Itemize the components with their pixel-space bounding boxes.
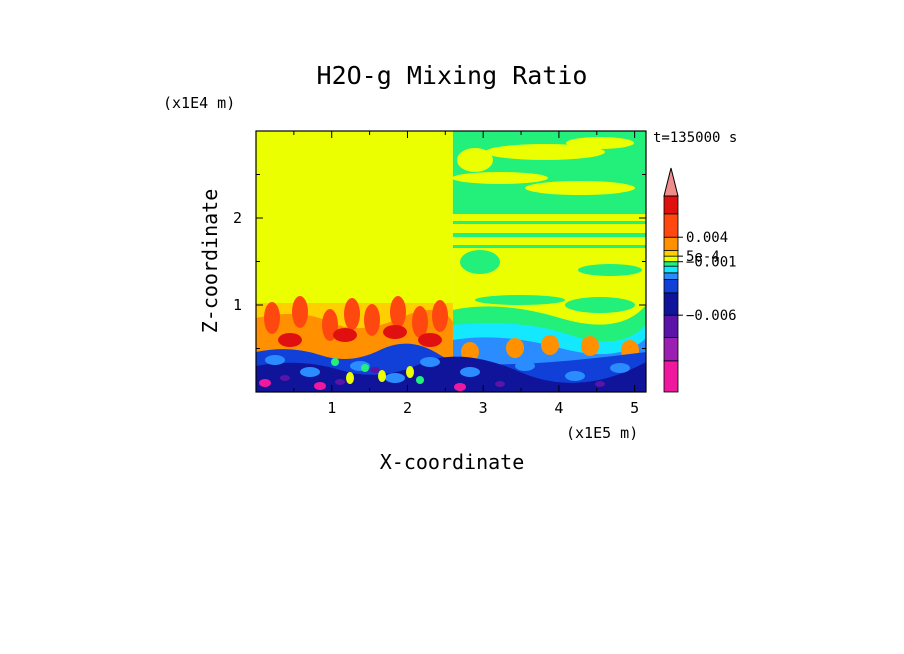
time-label: t=135000 s — [653, 130, 737, 146]
field-plume — [461, 342, 479, 362]
field-band — [452, 210, 646, 214]
field-eddy — [346, 372, 354, 384]
colorbar-label: 0.004 — [686, 230, 728, 246]
field-bottom-navy — [256, 356, 646, 392]
colorbar-segment — [663, 279, 679, 294]
field-eddy — [610, 363, 630, 373]
field-eddy — [385, 373, 405, 383]
colorbar-segment — [663, 360, 679, 393]
field-band — [452, 221, 646, 224]
y-unit-label: (x1E4 m) — [163, 94, 235, 112]
field-eddy — [595, 381, 605, 387]
x-tick-label: 4 — [554, 399, 563, 417]
colorbar-label: −0.006 — [686, 308, 737, 324]
field-plume — [581, 336, 599, 356]
colorbar-extend-arrow — [663, 167, 679, 197]
colorbar-segment — [663, 255, 679, 263]
x-tick-label: 3 — [479, 399, 488, 417]
colorbar-segment — [663, 265, 679, 274]
x-axis: 1 2 3 4 5 — [293, 131, 639, 417]
colorbar-label: −0.001 — [686, 255, 737, 271]
field-plume — [264, 302, 280, 334]
field-streak — [457, 148, 493, 172]
field-patch — [565, 297, 635, 313]
colorbar-segment — [663, 261, 679, 267]
colorbar-segment — [663, 236, 679, 251]
colorbar-segment — [663, 314, 679, 338]
field-band — [452, 233, 646, 237]
field-plume — [432, 300, 448, 332]
field-patch — [578, 264, 642, 276]
field-eddy — [259, 379, 271, 387]
x-axis-label: X-coordinate — [380, 450, 525, 474]
field-streak — [566, 137, 634, 149]
x-tick-label: 1 — [327, 399, 336, 417]
field-streak — [485, 144, 605, 160]
y-axis-label: Z-coordinate — [198, 189, 222, 334]
field-eddy — [454, 383, 466, 391]
colorbar-label: 5e-4 — [686, 249, 720, 265]
field-streak — [525, 181, 635, 195]
x-unit-label: (x1E5 m) — [566, 424, 638, 442]
field-plume — [292, 296, 308, 328]
plot-area — [256, 131, 646, 392]
field-streak — [452, 172, 548, 184]
chart-title: H2O-g Mixing Ratio — [317, 61, 588, 90]
field-eddy — [300, 367, 320, 377]
field-eddy — [406, 366, 414, 378]
x-tick-label: 2 — [403, 399, 412, 417]
field-eddy — [416, 376, 424, 384]
field-eddy — [331, 358, 339, 366]
field-plume — [344, 298, 360, 330]
field-eddy — [378, 370, 386, 382]
field-eddy — [420, 357, 440, 367]
field-band — [452, 245, 646, 248]
field-eddy — [280, 375, 290, 381]
colorbar-segment — [663, 250, 679, 257]
field-eddy — [565, 371, 585, 381]
field-plume — [383, 325, 407, 339]
field-plume — [541, 335, 559, 355]
field-eddy — [335, 379, 345, 385]
field-streak — [485, 215, 595, 221]
field-plume — [278, 333, 302, 347]
field-eddy — [370, 367, 380, 373]
field-patch — [475, 295, 565, 305]
field-plume — [390, 296, 406, 328]
colorbar-segment — [663, 337, 679, 362]
colorbar-segment — [663, 195, 679, 215]
field-plume — [506, 338, 524, 358]
field-plume — [333, 328, 357, 342]
field-eddy — [314, 382, 326, 390]
field-plume — [364, 304, 380, 336]
y-tick-label: 1 — [233, 296, 242, 314]
field-eddy — [361, 364, 369, 372]
y-tick-label: 2 — [233, 209, 242, 227]
field-eddy — [265, 355, 285, 365]
field-eddy — [460, 367, 480, 377]
x-tick-label: 5 — [630, 399, 639, 417]
colorbar-segment — [663, 213, 679, 238]
colorbar-segment — [663, 272, 679, 280]
colorbar-segment — [663, 292, 679, 316]
field-eddy — [495, 381, 505, 387]
field-patch — [460, 250, 500, 274]
field-plume — [412, 306, 428, 338]
field-eddy — [515, 361, 535, 371]
colorbar: 0.004 5e-4−0.001 −0.006 — [663, 167, 737, 393]
y-axis: 12 — [233, 174, 646, 349]
field-plume — [418, 333, 442, 347]
